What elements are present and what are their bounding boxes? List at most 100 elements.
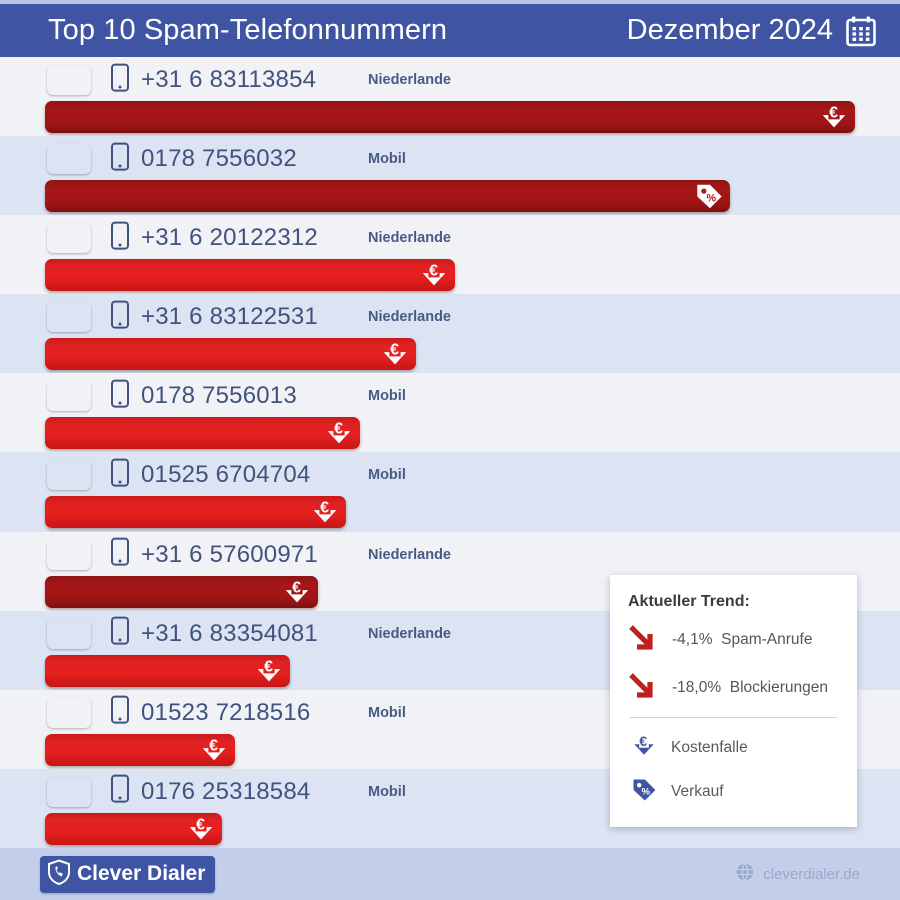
row-header: 01525 6704704 (47, 458, 311, 493)
number-type-label: Mobil (368, 704, 406, 721)
number-type-label: Niederlande (368, 309, 451, 326)
phone-number: +31 6 83113854 (141, 66, 317, 93)
website-text: cleverdialer.de (763, 865, 860, 883)
row-header: +31 6 83113854 (47, 63, 317, 96)
legend-item-kostenfalle: € Kostenfalle (610, 726, 857, 770)
spam-volume-bar: € (45, 259, 455, 292)
divider (630, 717, 837, 718)
germany-flag (47, 381, 91, 411)
svg-text:%: % (707, 193, 717, 205)
legend-label: Kostenfalle (671, 739, 748, 756)
number-type-label: Niederlande (368, 72, 451, 88)
spam-number-row[interactable]: 0178 7556032 Mobil % (0, 136, 900, 216)
trend-label: Blockierungen (729, 679, 828, 696)
month-label: Dezember 2024 (626, 14, 833, 46)
number-type-label: Mobil (368, 467, 406, 484)
spam-number-row[interactable]: +31 6 83122531 Niederlande € (0, 294, 900, 374)
row-header: 0176 25318584 (47, 774, 310, 808)
svg-text:€: € (829, 104, 838, 121)
netherlands-flag (47, 302, 91, 332)
page-title: Top 10 Spam-Telefonnummern (48, 14, 448, 46)
mobile-phone-icon (110, 142, 130, 177)
phone-number: 01523 7218516 (141, 698, 311, 726)
arrow-down-right-icon (626, 669, 660, 708)
phone-number: 01525 6704704 (141, 461, 311, 489)
phone-number: +31 6 20122312 (141, 224, 318, 252)
mobile-phone-icon (110, 300, 130, 335)
row-header: 0178 7556032 (47, 142, 297, 177)
spam-volume-bar: € (45, 496, 346, 529)
euro-cost-trap-icon: € (630, 732, 658, 765)
svg-text:€: € (639, 733, 647, 749)
mobile-phone-icon (110, 616, 130, 651)
svg-text:€: € (196, 816, 205, 833)
svg-text:€: € (334, 421, 343, 438)
spam-volume-bar: € (45, 733, 235, 766)
trend-item-text: -18,0% Blockierungen (672, 679, 828, 697)
percent-tag-sales-icon: % (630, 776, 658, 809)
row-header: +31 6 83354081 (47, 616, 318, 651)
website-label[interactable]: cleverdialer.de (735, 862, 860, 887)
spam-volume-bar: € (45, 417, 360, 450)
euro-cost-trap-icon: € (419, 260, 449, 290)
arrow-down-right-icon (626, 621, 660, 660)
spam-number-row[interactable]: 0178 7556013 Mobil € (0, 373, 900, 453)
euro-cost-trap-icon: € (254, 656, 284, 686)
mobile-phone-icon (110, 221, 130, 256)
svg-text:€: € (209, 737, 218, 754)
germany-flag (47, 460, 91, 490)
euro-cost-trap-icon: € (819, 102, 849, 132)
header-bar: Top 10 Spam-Telefonnummern Dezember 2024 (0, 0, 900, 57)
euro-cost-trap-icon: € (324, 418, 354, 448)
phone-number: +31 6 83354081 (141, 619, 318, 647)
netherlands-flag (47, 223, 91, 253)
legend-label: Verkauf (671, 783, 724, 800)
svg-text:€: € (429, 263, 438, 280)
svg-text:€: € (264, 658, 273, 675)
mobile-phone-icon (110, 695, 130, 730)
euro-cost-trap-icon: € (380, 339, 410, 369)
euro-cost-trap-icon: € (310, 497, 340, 527)
spam-volume-bar: € (45, 338, 416, 371)
row-header: 01523 7218516 (47, 695, 311, 730)
netherlands-flag (47, 540, 91, 570)
spam-volume-bar: € (45, 654, 290, 687)
globe-icon (735, 862, 755, 887)
calendar-icon (844, 14, 878, 48)
spam-number-row[interactable]: 01525 6704704 Mobil € (0, 452, 900, 532)
spam-volume-bar: € (45, 101, 855, 133)
row-header: +31 6 83122531 (47, 300, 318, 335)
number-type-label: Niederlande (368, 546, 451, 563)
footer-bar: Clever Dialer cleverdialer.de (0, 848, 900, 900)
row-header: 0178 7556013 (47, 379, 297, 414)
netherlands-flag (47, 65, 91, 95)
number-type-label: Niederlande (368, 230, 451, 247)
svg-text:€: € (390, 342, 399, 359)
phone-number: +31 6 57600971 (141, 540, 318, 568)
spam-number-row[interactable]: +31 6 20122312 Niederlande € (0, 215, 900, 295)
trend-item: -4,1% Spam-Anrufe (610, 616, 857, 664)
phone-number: +31 6 83122531 (141, 303, 318, 331)
mobile-phone-icon (110, 379, 130, 414)
trend-card-title: Aktueller Trend: (628, 593, 750, 610)
shield-phone-icon (47, 858, 71, 890)
germany-flag (47, 698, 91, 728)
svg-text:€: € (292, 579, 301, 596)
netherlands-flag (47, 619, 91, 649)
mobile-phone-icon (110, 537, 130, 572)
number-type-label: Mobil (368, 783, 406, 800)
spam-number-row[interactable]: +31 6 83113854 Niederlande € (0, 57, 900, 137)
clever-dialer-logo[interactable]: Clever Dialer (40, 855, 216, 893)
percent-tag-sales-icon: % (694, 181, 724, 211)
euro-cost-trap-icon: € (282, 577, 312, 607)
number-type-label: Niederlande (368, 625, 451, 642)
header-month-group: Dezember 2024 (627, 14, 878, 48)
trend-label: Spam-Anrufe (721, 631, 813, 648)
germany-flag (47, 144, 91, 174)
euro-cost-trap-icon: € (199, 735, 229, 765)
row-header: +31 6 20122312 (47, 221, 318, 256)
mobile-phone-icon (110, 458, 130, 493)
spam-volume-bar: % (45, 180, 730, 213)
legend-item-verkauf: % Verkauf (610, 770, 857, 814)
